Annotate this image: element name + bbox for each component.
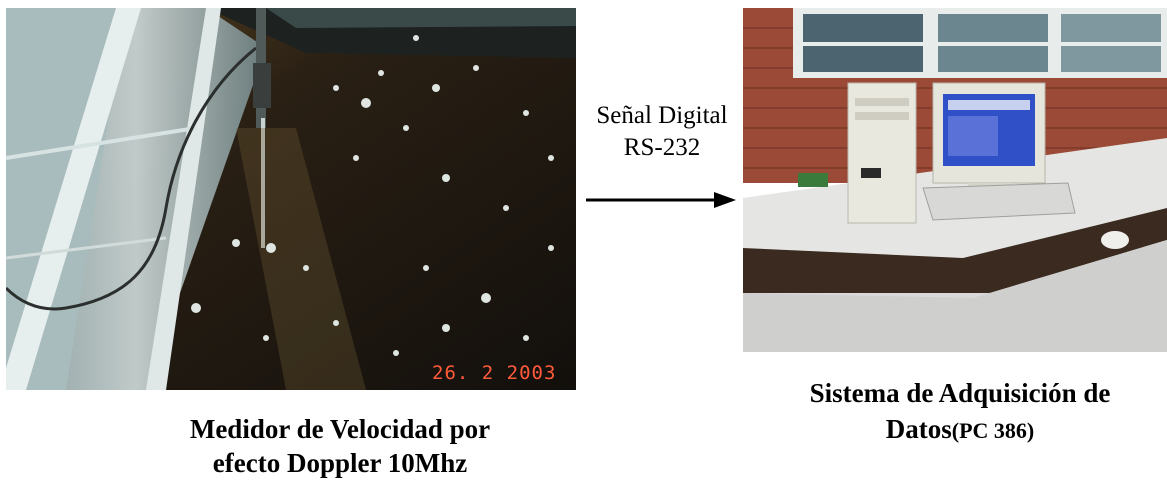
left-caption-line1: Medidor de Velocidad por — [189, 414, 491, 444]
right-caption-main: Datos — [885, 414, 952, 444]
arrow-right-icon — [586, 192, 736, 208]
pc-acquisition-photo — [743, 8, 1167, 352]
right-caption-pc-model: (PC 386) — [951, 418, 1035, 443]
signal-label: Señal Digital — [596, 102, 728, 129]
date-stamp: 26. 2 2003 — [432, 362, 557, 384]
protocol-label: RS-232 — [623, 134, 701, 161]
right-caption-line2: Datos(PC 386) — [760, 412, 1160, 448]
doppler-velocimeter-photo — [6, 8, 576, 390]
left-caption-line2: efecto Doppler 10Mhz — [212, 448, 468, 478]
right-caption-line1: Sistema de Adquisición de — [809, 378, 1111, 408]
